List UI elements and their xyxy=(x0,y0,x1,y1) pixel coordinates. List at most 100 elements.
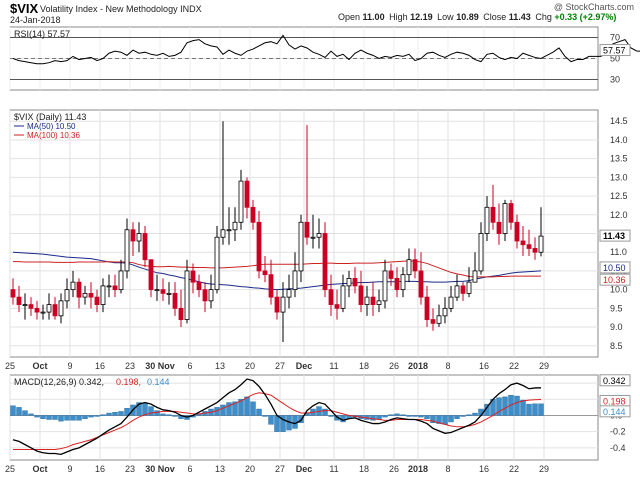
macd-histogram-bar xyxy=(28,413,34,416)
candle-body xyxy=(328,289,334,306)
macd-last-label: 0.342 xyxy=(603,376,626,386)
close-label: Close xyxy=(483,12,507,22)
candle-body xyxy=(358,285,364,306)
macd-title: MACD(12,26,9) 0.342, xyxy=(14,377,104,387)
candle-body xyxy=(430,319,436,324)
price-x-tick-label: 13 xyxy=(215,361,225,371)
macd-histogram-bar xyxy=(250,401,256,416)
candle-body xyxy=(514,221,520,242)
candle-body xyxy=(232,221,238,231)
candle-body xyxy=(250,206,256,223)
price-x-tick-label: 25 xyxy=(5,361,15,371)
macd-histogram-bar xyxy=(238,399,244,416)
macd-histogram-bar xyxy=(370,415,376,421)
macd-x-tick-label: 16 xyxy=(479,464,489,474)
macd-histogram-bar xyxy=(424,415,430,419)
candle-body xyxy=(352,278,358,287)
macd-histogram-bar xyxy=(394,413,400,416)
macd-histogram-bar xyxy=(154,410,160,416)
candle-body xyxy=(202,289,208,302)
price-x-tick-label: 8 xyxy=(445,361,450,371)
candle-body xyxy=(22,304,28,307)
macd-histogram-bar xyxy=(328,415,334,417)
candle-body xyxy=(292,270,298,291)
macd-x-tick-label: 2018 xyxy=(408,464,428,474)
rsi-y-tick-label: 70 xyxy=(610,33,620,43)
macd-histogram-bar xyxy=(436,415,442,424)
candle-body xyxy=(118,270,124,291)
candle-body xyxy=(472,270,478,283)
macd-histogram-bar xyxy=(148,406,154,416)
candle-body xyxy=(304,221,310,238)
price-x-tick-label: 27 xyxy=(275,361,285,371)
candle-body xyxy=(46,304,52,313)
px-y-tick-label: 8.5 xyxy=(610,341,623,351)
macd-histogram-bar xyxy=(160,413,166,416)
candle-body xyxy=(52,304,58,317)
macd-x-tick-label: 18 xyxy=(359,464,369,474)
candle-body xyxy=(172,292,178,309)
candle-body xyxy=(10,289,16,298)
macd-histogram-bar xyxy=(16,407,22,416)
macd-histogram-bar xyxy=(466,414,472,416)
candle-body xyxy=(208,289,214,302)
candle-body xyxy=(238,180,244,223)
candle-body xyxy=(298,221,304,272)
candle-body xyxy=(100,285,106,306)
price-last-badge xyxy=(599,229,631,242)
macd-y-tick-label: -0.4 xyxy=(610,443,626,453)
price-x-tick-label: 11 xyxy=(329,361,338,371)
price-x-tick-label: 20 xyxy=(245,361,255,371)
candle-body xyxy=(106,285,112,288)
ohlc-readout: Open 11.00 High 12.19 Low 10.89 Close 11… xyxy=(338,12,618,22)
macd-x-tick-label: 8 xyxy=(445,464,450,474)
candle-body xyxy=(520,240,526,246)
candle-body xyxy=(214,236,220,291)
price-x-tick-label: 16 xyxy=(479,361,489,371)
macd-histogram-bar xyxy=(472,412,478,416)
macd-signal-title: 0.198, xyxy=(116,377,141,387)
candle-body xyxy=(274,296,280,313)
macd-x-tick-label: 30 Nov xyxy=(145,464,175,474)
candle-body xyxy=(190,270,196,283)
candle-body xyxy=(370,296,376,306)
candle-body xyxy=(40,311,46,314)
candle-body xyxy=(334,304,340,309)
macd-histogram-bar xyxy=(100,414,106,416)
macd-histogram-bar xyxy=(52,415,58,420)
rsi-last-badge xyxy=(599,44,631,57)
candle-body xyxy=(508,203,514,223)
symbol-label: $VIX xyxy=(10,1,39,16)
macd-x-tick-label: Dec xyxy=(296,464,313,474)
price-title: $VIX (Daily) 11.43 xyxy=(14,112,86,122)
candle-body xyxy=(160,289,166,294)
candle-body xyxy=(82,292,88,298)
macd-x-tick-label: 9 xyxy=(67,464,72,474)
macd-histogram-bar xyxy=(442,415,448,425)
stockcharts-logo: @ StockCharts.com xyxy=(553,2,634,12)
candle-body xyxy=(280,296,286,313)
px-y-tick-label: 9.0 xyxy=(610,322,623,332)
px-y-tick-label: 13.5 xyxy=(610,154,628,164)
macd-histogram-bar xyxy=(232,401,238,416)
price-last-label: 10.36 xyxy=(603,275,626,285)
rsi-y-tick-label: 30 xyxy=(610,75,620,85)
macd-histogram-bar xyxy=(280,415,286,432)
candle-body xyxy=(28,304,34,309)
candle-body xyxy=(142,233,148,261)
macd-x-tick-label: 20 xyxy=(245,464,255,474)
candle-body xyxy=(460,285,466,294)
px-y-tick-label: 12.0 xyxy=(610,210,628,220)
price-x-tick-label: 16 xyxy=(95,361,105,371)
price-last-label: 10.50 xyxy=(603,263,626,273)
macd-last-badge xyxy=(599,405,631,418)
macd-x-tick-label: 22 xyxy=(509,464,519,474)
rsi-title: RSI(14) 57.57 xyxy=(14,29,70,39)
macd-histogram-bar xyxy=(406,415,412,417)
low-label: Low xyxy=(437,12,454,22)
candle-body xyxy=(112,285,118,291)
candle-body xyxy=(436,315,442,324)
macd-x-tick-label: 16 xyxy=(95,464,105,474)
candle-body xyxy=(226,229,232,232)
